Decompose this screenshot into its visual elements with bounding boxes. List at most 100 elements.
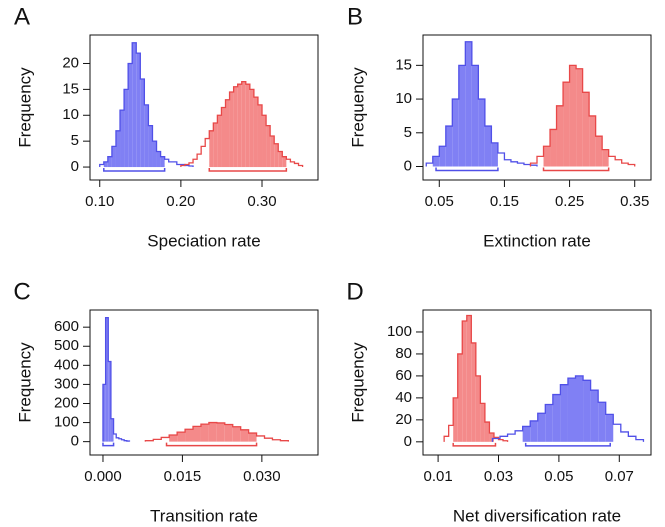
y-tick-label: 15	[395, 56, 412, 73]
bar	[278, 151, 283, 168]
bar	[489, 433, 494, 442]
histogram-outline	[180, 80, 304, 168]
bar	[200, 424, 209, 442]
bar	[628, 436, 636, 441]
x-tick-label: 0.10	[85, 193, 114, 210]
bar	[530, 420, 538, 442]
bar	[537, 156, 544, 166]
y-axis-label: Frequency	[15, 342, 34, 423]
bar	[103, 161, 108, 168]
y-tick-label: 5	[71, 132, 79, 149]
bar	[563, 82, 570, 167]
bar	[262, 115, 267, 168]
bar	[221, 107, 226, 168]
bar	[217, 115, 222, 168]
y-tick-label: 0	[404, 157, 412, 174]
histogram-outline	[102, 316, 131, 442]
histogram-outline	[99, 42, 194, 168]
y-tick-label: 300	[54, 375, 79, 392]
x-tick-label: 0.015	[164, 468, 202, 485]
bar	[253, 97, 258, 168]
bar	[105, 317, 109, 442]
y-tick-label: 10	[62, 106, 79, 123]
y-tick-label: 100	[387, 323, 412, 340]
bar	[216, 422, 225, 442]
hpd-interval	[435, 167, 499, 172]
bar	[160, 156, 165, 168]
x-tick-label: 0.05	[425, 193, 454, 210]
panel-label: A	[14, 3, 30, 30]
bar	[602, 149, 609, 167]
x-tick-label: 0.25	[555, 193, 584, 210]
bar	[177, 432, 186, 442]
bar	[508, 434, 516, 442]
bar	[569, 65, 577, 167]
x-tick-label: 0.35	[620, 193, 649, 210]
bar	[169, 162, 173, 167]
bar	[136, 53, 141, 168]
bar	[128, 63, 133, 168]
x-tick-label: 0.30	[247, 193, 276, 210]
bar	[504, 160, 511, 167]
y-tick-label: 200	[54, 394, 79, 411]
bar	[615, 160, 622, 167]
bar	[567, 378, 576, 442]
bar	[453, 397, 458, 442]
bar	[613, 424, 621, 442]
hpd-interval	[103, 168, 166, 172]
bar	[270, 135, 275, 168]
x-tick-label: 0.030	[243, 468, 281, 485]
bar	[233, 86, 238, 168]
bar	[282, 156, 287, 168]
y-tick-label: 60	[395, 367, 412, 384]
histogram-outline	[491, 375, 645, 442]
y-tick-label: 20	[62, 54, 79, 71]
bar	[609, 156, 616, 166]
bar	[208, 422, 217, 442]
y-tick-label: 0	[71, 433, 79, 450]
bar	[274, 143, 279, 168]
bar	[439, 146, 446, 167]
bar	[598, 402, 606, 442]
bar	[249, 89, 254, 168]
bar	[225, 99, 230, 168]
bar	[475, 375, 481, 442]
bar	[107, 156, 112, 168]
bar	[576, 68, 583, 167]
bar	[132, 42, 137, 168]
bar	[432, 156, 440, 167]
bar	[595, 136, 603, 167]
bar	[590, 390, 599, 442]
bar	[457, 353, 463, 442]
bar	[484, 126, 492, 167]
bar	[498, 153, 505, 166]
bar	[458, 65, 466, 167]
hpd-interval	[102, 442, 115, 447]
bar	[257, 436, 265, 442]
bar	[240, 429, 249, 442]
y-axis-label: Frequency	[15, 67, 34, 148]
y-tick-label: 100	[54, 414, 79, 431]
bar	[108, 361, 111, 442]
y-tick-label: 15	[62, 80, 79, 97]
hpd-interval	[542, 167, 610, 172]
bar	[224, 424, 233, 442]
bar	[193, 426, 201, 442]
bar	[266, 125, 271, 168]
bar	[213, 123, 218, 168]
x-axis-label: Speciation rate	[147, 231, 260, 250]
bar	[582, 92, 590, 167]
bar	[556, 105, 564, 167]
plot-frame	[422, 309, 652, 456]
x-tick-label: 0.01	[423, 468, 452, 485]
bar	[110, 418, 114, 442]
histogram-outline	[425, 41, 538, 167]
bar	[115, 130, 121, 168]
bar	[444, 436, 449, 441]
bar	[480, 403, 485, 442]
hpd-interval	[165, 442, 258, 447]
panel-label: D	[346, 278, 363, 305]
bar	[241, 81, 246, 168]
x-axis-label: Transition rate	[150, 506, 258, 525]
